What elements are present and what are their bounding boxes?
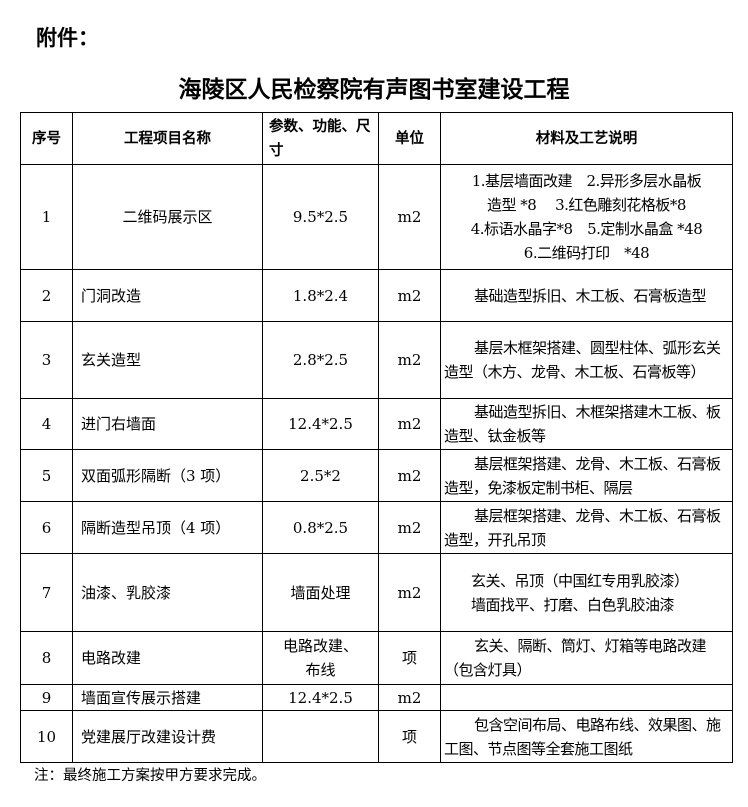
header-no: 序号	[20, 112, 73, 165]
desc-line: 玄关、吊顶（中国红专用乳胶漆）	[471, 571, 689, 590]
row-name: 电路改建	[72, 631, 263, 685]
attachment-label: 附件：	[36, 26, 99, 50]
row-spec: 0.8*2.5	[262, 501, 379, 554]
table-row: 2 门洞改造 1.8*2.4 m2 基础造型拆旧、木工板、石膏板造型	[20, 269, 733, 322]
row-unit: m2	[378, 501, 441, 554]
footnote: 注：最终施工方案按甲方要求完成。	[34, 768, 266, 784]
table-row: 9 墙面宣传展示搭建 12.4*2.5 m2	[20, 684, 733, 711]
row-name: 党建展厅改建设计费	[72, 710, 263, 763]
row-unit: m2	[378, 398, 441, 450]
row-unit: m2	[378, 684, 441, 711]
row-desc	[440, 684, 733, 711]
row-name: 油漆、乳胶漆	[72, 553, 263, 632]
row-unit: m2	[378, 164, 441, 270]
row-name: 玄关造型	[72, 321, 263, 399]
row-spec: 12.4*2.5	[262, 684, 379, 711]
row-unit: 项	[378, 710, 441, 763]
table-row: 5 双面弧形隔断（3 项） 2.5*2 m2 基层框架搭建、龙骨、木工板、石膏板…	[20, 449, 733, 502]
row-no: 3	[20, 321, 73, 399]
row-spec: 1.8*2.4	[262, 269, 379, 322]
row-unit: 项	[378, 631, 441, 685]
row-spec	[262, 710, 379, 763]
row-no: 2	[20, 269, 73, 322]
row-desc: 1.基层墙面改建 2.异形多层水晶板 造型 *8 3.红色雕刻花格板*8 4.标…	[440, 164, 733, 270]
row-no: 9	[20, 684, 73, 711]
row-desc: 包含空间布局、电路布线、效果图、施工图、节点图等全套施工图纸	[440, 710, 733, 763]
desc-line: 6.二维码打印 *48	[523, 244, 650, 262]
project-table: 序号 工程项目名称 参数、功能、尺寸 单位 材料及工艺说明 1 二维码展示区 9…	[20, 112, 733, 763]
row-no: 7	[20, 553, 73, 632]
row-no: 8	[20, 631, 73, 685]
row-desc: 基础造型拆旧、木工板、石膏板造型	[440, 269, 733, 322]
row-name: 隔断造型吊顶（4 项）	[72, 501, 263, 554]
row-no: 1	[20, 164, 73, 270]
row-unit: m2	[378, 553, 441, 632]
header-unit: 单位	[378, 112, 441, 165]
row-no: 5	[20, 449, 73, 502]
header-spec: 参数、功能、尺寸	[262, 112, 379, 165]
row-desc: 基层框架搭建、龙骨、木工板、石膏板造型，免漆板定制书柜、隔层	[440, 449, 733, 502]
row-unit: m2	[378, 321, 441, 399]
row-no: 6	[20, 501, 73, 554]
desc-line: 墙面找平、打磨、白色乳胶油漆	[471, 595, 675, 614]
row-desc: 基层框架搭建、龙骨、木工板、石膏板造型，开孔吊顶	[440, 501, 733, 554]
table-row: 6 隔断造型吊顶（4 项） 0.8*2.5 m2 基层框架搭建、龙骨、木工板、石…	[20, 501, 733, 554]
desc-line: 1.基层墙面改建 2.异形多层水晶板	[471, 172, 702, 190]
row-spec: 9.5*2.5	[262, 164, 379, 270]
row-name: 门洞改造	[72, 269, 263, 322]
row-unit: m2	[378, 269, 441, 322]
header-name: 工程项目名称	[72, 112, 263, 165]
row-spec: 12.4*2.5	[262, 398, 379, 450]
table-row: 10 党建展厅改建设计费 项 包含空间布局、电路布线、效果图、施工图、节点图等全…	[20, 710, 733, 763]
table-row: 3 玄关造型 2.8*2.5 m2 基层木框架搭建、圆型柱体、弧形玄关造型（木方…	[20, 321, 733, 399]
table-header: 序号 工程项目名称 参数、功能、尺寸 单位 材料及工艺说明	[20, 112, 733, 165]
row-spec: 电路改建、布线	[262, 631, 379, 685]
table-row: 4 进门右墙面 12.4*2.5 m2 基础造型拆旧、木框架搭建木工板、板造型、…	[20, 398, 733, 450]
row-name: 墙面宣传展示搭建	[72, 684, 263, 711]
row-no: 4	[20, 398, 73, 450]
document-title: 海陵区人民检察院有声图书室建设工程	[178, 77, 570, 103]
row-name: 双面弧形隔断（3 项）	[72, 449, 263, 502]
row-spec: 2.5*2	[262, 449, 379, 502]
row-no: 10	[20, 710, 73, 763]
row-desc: 基础造型拆旧、木框架搭建木工板、板造型、钛金板等	[440, 398, 733, 450]
table-row: 8 电路改建 电路改建、布线 项 玄关、隔断、筒灯、灯箱等电路改建（包含灯具）	[20, 631, 733, 685]
row-unit: m2	[378, 449, 441, 502]
row-desc: 基层木框架搭建、圆型柱体、弧形玄关造型（木方、龙骨、木工板、石膏板等）	[440, 321, 733, 399]
table-row: 1 二维码展示区 9.5*2.5 m2 1.基层墙面改建 2.异形多层水晶板 造…	[20, 164, 733, 270]
spec-text: 电路改建、布线	[283, 637, 359, 679]
row-name: 进门右墙面	[72, 398, 263, 450]
row-name: 二维码展示区	[72, 164, 263, 270]
header-desc: 材料及工艺说明	[440, 112, 733, 165]
row-spec: 2.8*2.5	[262, 321, 379, 399]
row-desc: 玄关、隔断、筒灯、灯箱等电路改建（包含灯具）	[440, 631, 733, 685]
row-desc: 玄关、吊顶（中国红专用乳胶漆） 墙面找平、打磨、白色乳胶油漆	[440, 553, 733, 632]
desc-line: 造型 *8 3.红色雕刻花格板*8	[487, 196, 686, 214]
row-spec: 墙面处理	[262, 553, 379, 632]
table-row: 7 油漆、乳胶漆 墙面处理 m2 玄关、吊顶（中国红专用乳胶漆） 墙面找平、打磨…	[20, 553, 733, 632]
desc-line: 4.标语水晶字*8 5.定制水晶盒 *48	[470, 220, 703, 238]
